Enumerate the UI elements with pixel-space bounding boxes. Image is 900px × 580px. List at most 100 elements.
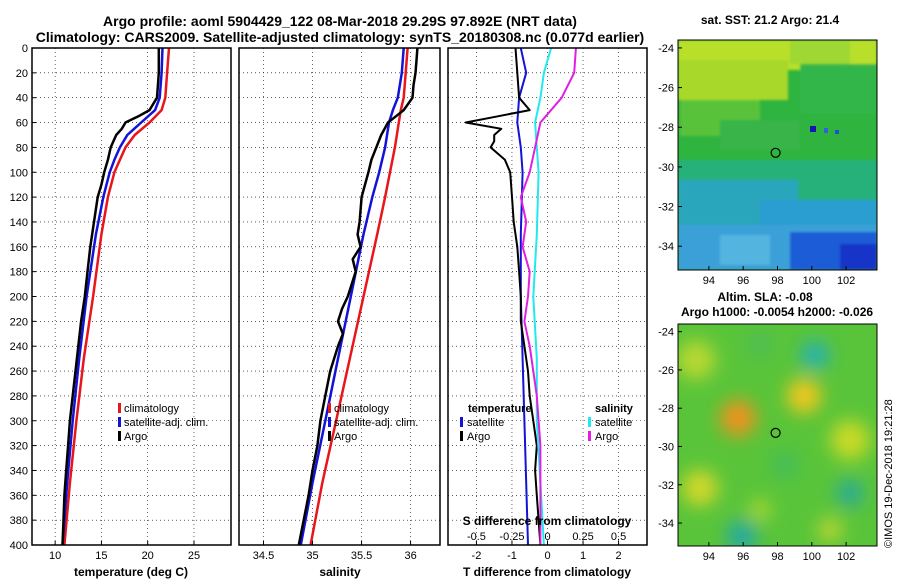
salinity-series bbox=[297, 48, 419, 545]
depth-tick-labels: 0 20 40 60 80 100 120 140 160 180 200 220 240 260 280 3… bbox=[10, 43, 36, 552]
depth-tick-label: 140 bbox=[10, 217, 28, 229]
salinity-xlabel: salinity bbox=[319, 565, 361, 579]
s-diff-tick-label: 0 bbox=[544, 531, 550, 543]
x-tick-label: 25 bbox=[188, 550, 200, 562]
sst-field bbox=[678, 40, 877, 270]
sla-field bbox=[678, 324, 877, 546]
depth-tick-label: 20 bbox=[16, 68, 28, 80]
sst-cell bbox=[824, 128, 828, 133]
sla-map-axes: 94 96 98 100 102 -24 -26 -28 -30 -32 -34 bbox=[658, 327, 855, 563]
depth-tick-label: 0 bbox=[22, 43, 28, 55]
depth-tick-label: 360 bbox=[10, 490, 28, 502]
depth-tick-label: 180 bbox=[10, 267, 28, 279]
legend-swatch-t-argo bbox=[460, 431, 463, 441]
temperature-xlabel: temperature (deg C) bbox=[74, 565, 188, 579]
map-lon-label: 100 bbox=[803, 551, 821, 563]
map-lat-label: -34 bbox=[658, 241, 674, 253]
map-lon-label: 102 bbox=[837, 551, 855, 563]
depth-tick-label: 300 bbox=[10, 416, 28, 428]
map-lon-label: 94 bbox=[703, 275, 715, 287]
t-difference-tick-labels: -2 -1 0 1 2 bbox=[472, 541, 622, 562]
map-lat-label: -26 bbox=[658, 83, 674, 95]
sst-cell bbox=[810, 126, 816, 132]
salinity-tick-labels: 34.5 35 35.5 36 bbox=[253, 541, 417, 562]
legend-climatology: climatology bbox=[124, 403, 180, 415]
sla-blob bbox=[720, 400, 756, 436]
depth-tick-label: 220 bbox=[10, 316, 28, 328]
depth-tick-label: 380 bbox=[10, 515, 28, 527]
s-diff-tick-label: 0.25 bbox=[572, 531, 593, 543]
s-difference-tick-labels: -0.5 -0.25 0 0.25 0.5 bbox=[467, 531, 626, 543]
sla-blob bbox=[837, 480, 863, 506]
depth-tick-label: 240 bbox=[10, 341, 28, 353]
x-tick-label: 1 bbox=[580, 550, 586, 562]
temperature-grid bbox=[32, 47, 231, 546]
map-lon-label: 98 bbox=[771, 275, 783, 287]
temperature-plot-area bbox=[32, 48, 231, 545]
salinity-frame bbox=[238, 47, 441, 546]
argo-position-marker bbox=[770, 427, 781, 438]
legend-swatch-climatology bbox=[328, 403, 331, 413]
map-lat-label: -28 bbox=[658, 122, 674, 134]
depth-tick-label: 400 bbox=[10, 540, 28, 552]
x-tick-label: 35.5 bbox=[351, 550, 372, 562]
sst-cell bbox=[720, 120, 800, 150]
series-climatology bbox=[63, 48, 171, 545]
sst-map-title: sat. SST: 21.2 Argo: 21.4 bbox=[701, 13, 840, 27]
depth-tick-label: 340 bbox=[10, 465, 28, 477]
sla-blob bbox=[727, 521, 757, 546]
map-lat-label: -26 bbox=[658, 365, 674, 377]
legend-s-satellite: satellite bbox=[595, 417, 632, 429]
legend-t-satellite: satellite bbox=[467, 417, 504, 429]
map-lon-label: 102 bbox=[837, 275, 855, 287]
sst-cell bbox=[720, 235, 770, 265]
legend-swatch-satellite-adj bbox=[328, 417, 331, 427]
sla-map-title-2: Argo h1000: -0.0054 h2000: -0.026 bbox=[681, 305, 873, 319]
map-lat-label: -32 bbox=[658, 202, 674, 214]
x-tick-label: 0 bbox=[544, 550, 550, 562]
t-difference-xlabel: T difference from climatology bbox=[463, 565, 631, 579]
title-line-1: Argo profile: aoml 5904429_122 08-Mar-20… bbox=[103, 13, 577, 29]
sla-map: Altim. SLA: -0.08 Argo h1000: -0.0054 h2… bbox=[658, 290, 878, 563]
depth-tick-label: 260 bbox=[10, 366, 28, 378]
difference-series bbox=[464, 48, 577, 545]
x-tick-label: 34.5 bbox=[253, 550, 274, 562]
series-t-argo bbox=[464, 48, 542, 545]
map-lat-label: -28 bbox=[658, 403, 674, 415]
sst-cell bbox=[835, 130, 839, 134]
depth-tick-label: 60 bbox=[16, 118, 28, 130]
legend-swatch-t-satellite bbox=[460, 417, 463, 427]
sst-map-axes: 94 96 98 100 102 -24 -26 -28 -30 -32 -34 bbox=[658, 43, 855, 287]
salinity-panel: 34.5 35 35.5 36 salinity climatology satell… bbox=[238, 47, 441, 579]
x-tick-label: 15 bbox=[95, 550, 107, 562]
series-satellite-adj-clim- bbox=[299, 48, 405, 545]
temperature-panel: 0 20 40 60 80 100 120 140 160 180 200 220 240 260 280 3… bbox=[10, 43, 232, 579]
legend-argo: Argo bbox=[124, 431, 147, 443]
sla-blob bbox=[830, 420, 870, 460]
sla-blob bbox=[682, 470, 718, 506]
series-s-argo bbox=[519, 48, 577, 545]
legend-s-argo: Argo bbox=[595, 431, 618, 443]
map-lon-label: 96 bbox=[737, 275, 749, 287]
series-satellite-adj-clim- bbox=[61, 48, 164, 545]
depth-tick-label: 160 bbox=[10, 242, 28, 254]
s-diff-tick-label: -0.5 bbox=[467, 531, 486, 543]
map-lat-label: -24 bbox=[658, 43, 674, 55]
legend-swatch-s-satellite bbox=[588, 417, 591, 427]
sla-map-title-1: Altim. SLA: -0.08 bbox=[717, 290, 813, 304]
sst-cell bbox=[800, 64, 877, 114]
legend-satellite-adj: satellite-adj. clim. bbox=[124, 417, 208, 429]
x-tick-label: 35 bbox=[306, 550, 318, 562]
sla-blob bbox=[787, 379, 821, 413]
x-tick-label: -1 bbox=[507, 550, 517, 562]
difference-panel: -2 -1 0 1 2 -0.5 -0.25 0 0.25 0.5 S difference f… bbox=[447, 47, 648, 579]
series-argo bbox=[61, 48, 161, 545]
series-s-satellite bbox=[532, 48, 553, 545]
depth-tick-label: 200 bbox=[10, 292, 28, 304]
difference-grid bbox=[448, 47, 647, 546]
legend-satellite-adj: satellite-adj. clim. bbox=[334, 417, 418, 429]
legend-temperature-title: temperature bbox=[468, 403, 532, 415]
sla-blob bbox=[678, 340, 716, 380]
legend-swatch-climatology bbox=[118, 403, 121, 413]
map-lon-label: 100 bbox=[803, 275, 821, 287]
